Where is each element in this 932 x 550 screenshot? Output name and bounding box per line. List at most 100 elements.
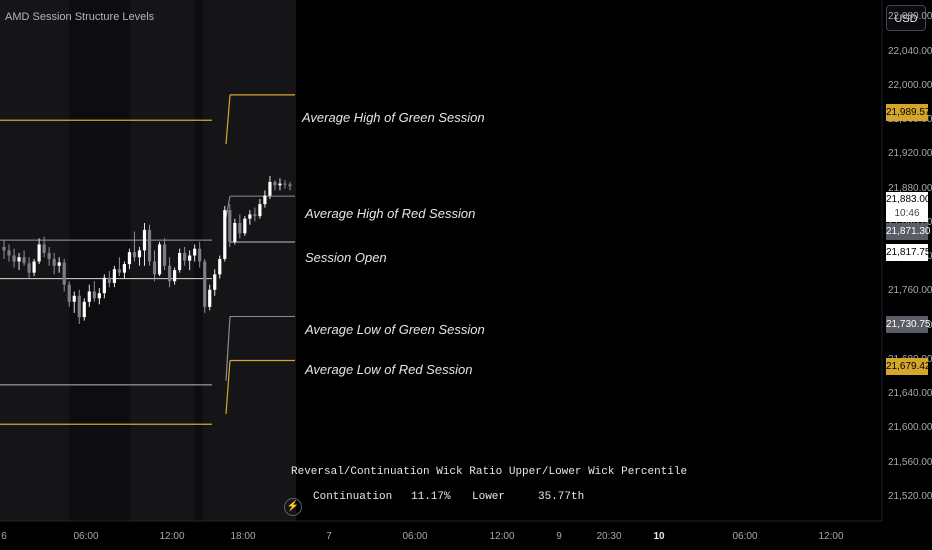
candle-body [223,210,227,259]
candles [2,175,292,325]
label-avg-high-green: Average High of Green Session [302,110,485,125]
stats-header-percentile: Percentile [621,466,688,478]
candle-body [67,284,71,302]
price-axis-tick: 21,840.00 [888,217,932,228]
candle-body [183,252,187,261]
candle-body [82,301,86,318]
level-connector-avg-low-green [225,316,231,381]
candle-body [263,195,267,205]
price-axis-tick: 21,880.00 [888,182,932,194]
candle-body [188,255,192,261]
price-axis-tick: 22,040.00 [888,45,932,57]
countdown-value: 10:46 [894,208,920,219]
tag-avg-high-red: 21,871.30 [886,223,931,240]
time-axis-tick: 06:00 [402,531,428,542]
tag-last-price: 21,883.00 10:46 [886,192,931,222]
session-band-dark [69,0,130,521]
candle-body [32,261,36,273]
candle-body [288,184,292,187]
candle-body [193,248,197,256]
tag-avg-low-red: 21,679.42 [886,358,931,375]
candle-body [22,257,26,264]
price-axis-tick: 21,560.00 [888,456,932,468]
candle-body [278,183,282,186]
candle-body [198,248,202,262]
candle-body [147,229,152,262]
candle-body [172,270,177,282]
candle-body [218,258,222,275]
stats-value-wick-ratio: 11.17% [411,491,451,503]
level-connector-avg-high-green [225,94,231,145]
stats-header-reversal: Reversal/Continuation [291,466,430,478]
candle-body [213,274,217,290]
candle-body [243,218,247,234]
candle-body [7,250,11,256]
candle-body [208,289,212,307]
currency-button[interactable]: USD [886,5,926,31]
time-axis-tick: 12:00 [818,531,844,542]
time-axis-tick: 10 [653,531,665,542]
price-axis-tick: 21,920.00 [888,148,932,160]
candle-body [97,293,101,299]
stats-header-wick-ratio: Wick Ratio [436,466,503,478]
candle-body [122,264,127,273]
candle-body [233,222,237,242]
candle-body [62,262,66,285]
time-axis-tick: 06:00 [73,531,99,542]
label-avg-high-red: Average High of Red Session [305,206,476,221]
label-avg-low-red: Average Low of Red Session [305,362,473,377]
candle-body [228,210,232,242]
candle-body [152,261,157,275]
candle-body [157,244,162,275]
candle-body [132,252,137,258]
candle-body [117,269,122,273]
candle-body [52,258,56,266]
stats-header-row: Reversal/Continuation Wick Ratio Upper/L… [291,466,687,478]
candle-body [238,222,242,234]
level-lines [0,94,295,425]
candle-body [87,291,91,302]
candle-body [258,204,262,217]
candle-body [167,265,172,282]
candle-body [57,262,61,266]
candle-body [127,252,132,265]
label-session-open: Session Open [305,250,387,265]
tag-avg-low-green: 21,730.75 [886,316,931,333]
price-axis-tick: 21,600.00 [888,422,932,434]
stats-value-reversal: Continuation [313,491,393,503]
candle-body [102,277,106,294]
candle-body [142,229,147,251]
indicator-title[interactable]: AMD Session Structure Levels [5,11,155,23]
price-axis-tick: 22,080.00 [888,11,932,23]
stats-value-upper-lower: Lower [472,491,506,503]
level-connector-avg-low-red [225,360,231,414]
candle-body [268,181,272,196]
candle-body [107,277,111,283]
candle-body [72,295,76,302]
candle-body [27,263,31,273]
time-axis-tick: 12:00 [159,531,185,542]
label-avg-low-green: Average Low of Green Session [305,322,485,337]
candle-body [37,244,41,262]
candle-body [112,269,116,283]
time-axis-tick: 20:30 [596,531,622,542]
time-axis-tick: 18:00 [230,531,256,542]
price-axis-tick: 21,760.00 [888,285,932,297]
candle-body [47,252,51,259]
candle-body [248,214,252,219]
candle-body [12,255,16,262]
level-connector-avg-high-red [225,196,231,218]
tag-session-open: 21,817.75 [886,244,931,261]
bolt-icon[interactable]: ⚡ [284,498,302,516]
time-axis-tick: 6 [1,531,7,542]
stats-header-upper-lower: Upper/Lower Wick [508,466,615,478]
candle-body [92,291,96,299]
stats-value-percentile: 35.77th [538,491,585,503]
time-axis-tick: 9 [556,531,562,542]
candle-body [17,257,21,262]
time-axis-tick: 7 [326,531,332,542]
candle-body [2,246,6,251]
last-price-value: 21,883.00 [886,194,931,205]
price-axis-tick: 21,640.00 [888,388,932,400]
